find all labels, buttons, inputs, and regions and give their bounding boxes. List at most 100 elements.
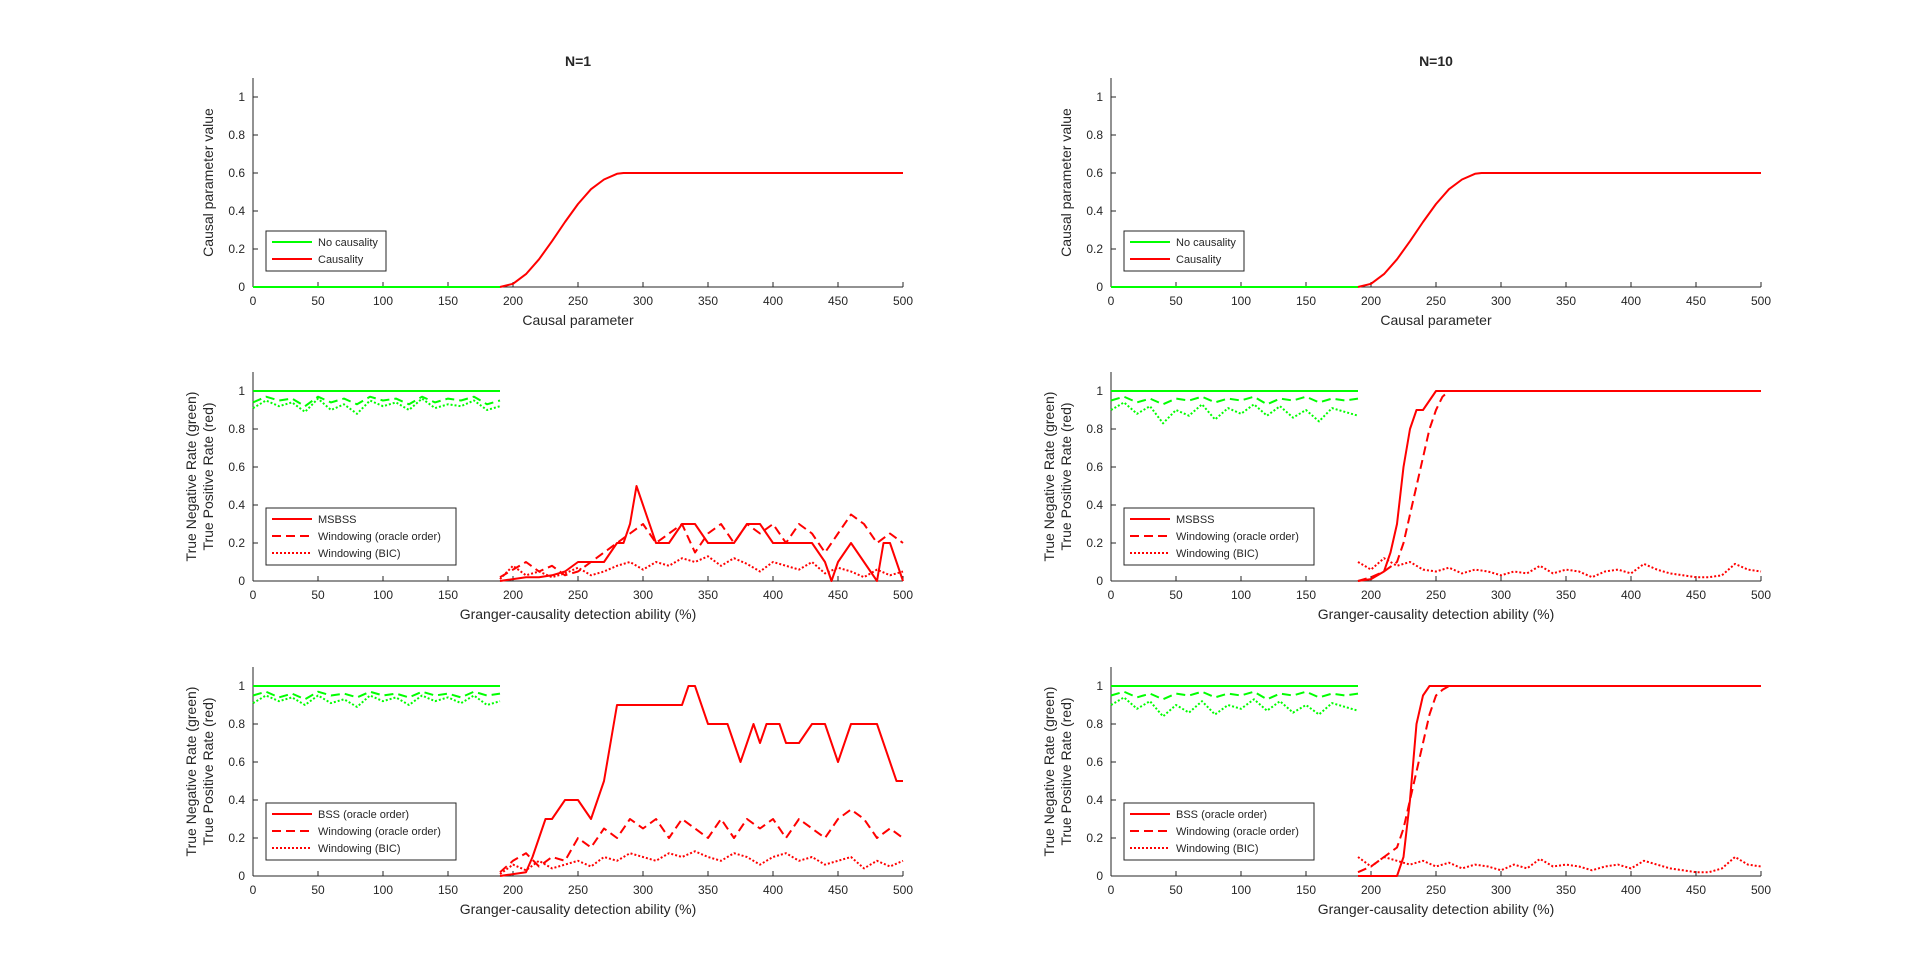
series-line <box>252 694 501 708</box>
x-tick-label: 200 <box>1361 883 1381 897</box>
chart-p4: 0 50 100 150 200 250 300 350 400 450 500 0 0.2 0.4 0.6… <box>1041 372 1771 622</box>
x-tick-label: 450 <box>1686 588 1706 602</box>
series-line <box>499 555 904 580</box>
series-line <box>499 513 904 579</box>
x-tick-label: 400 <box>763 883 783 897</box>
x-tick-label: 500 <box>1751 294 1771 308</box>
x-tick-label: 500 <box>893 588 913 602</box>
series-line <box>1357 856 1762 874</box>
x-tick-label: 100 <box>373 294 393 308</box>
series-line <box>499 808 904 873</box>
y-tick-label: 1 <box>238 384 245 398</box>
series-line <box>252 690 501 701</box>
x-tick-label: 450 <box>828 294 848 308</box>
series-line <box>1357 390 1450 582</box>
x-axis-label: Causal parameter <box>1380 312 1492 328</box>
y-tick-label: 0.8 <box>228 422 245 436</box>
x-tick-label: 500 <box>1751 588 1771 602</box>
x-tick-label: 100 <box>373 883 393 897</box>
legend-label: BSS (oracle order) <box>318 809 409 821</box>
x-tick-label: 250 <box>568 294 588 308</box>
x-tick-label: 250 <box>1426 883 1446 897</box>
y-tick-label: 1 <box>1096 90 1103 104</box>
chart-p5: 0 50 100 150 200 250 300 350 400 450 500 0 0.2 0.4 0.6… <box>183 667 913 917</box>
y-tick-label: 0 <box>1096 869 1103 883</box>
series-line <box>499 685 903 877</box>
series-line <box>1357 390 1761 582</box>
x-tick-label: 50 <box>311 294 325 308</box>
x-tick-label: 150 <box>1296 588 1316 602</box>
series-line <box>1110 395 1359 406</box>
legend-label: Windowing (BIC) <box>1176 843 1259 855</box>
x-tick-label: 150 <box>438 588 458 602</box>
y-tick-label: 0 <box>1096 280 1103 294</box>
x-axis-label: Granger-causality detection ability (%) <box>460 606 697 622</box>
x-tick-label: 450 <box>1686 294 1706 308</box>
legend-label: Windowing (BIC) <box>318 548 401 560</box>
y-axis-label: True Positive Rate (red) <box>1058 697 1074 845</box>
x-tick-label: 350 <box>1556 588 1576 602</box>
y-tick-label: 0.4 <box>1086 793 1103 807</box>
chart-p3: 0 50 100 150 200 250 300 350 400 450 500 0 0.2 0.4 0.6… <box>183 372 913 622</box>
y-tick-label: 0.6 <box>1086 755 1103 769</box>
series-line <box>1357 557 1762 579</box>
y-axis-label: Causal parameter value <box>1058 108 1074 257</box>
y-axis-label: True Positive Rate (red) <box>1058 402 1074 550</box>
legend-label: No causality <box>318 237 378 249</box>
legend-label: MSBSS <box>318 514 357 526</box>
x-axis-label: Granger-causality detection ability (%) <box>460 901 697 917</box>
y-tick-label: 0.8 <box>1086 717 1103 731</box>
y-tick-label: 0.6 <box>1086 460 1103 474</box>
x-tick-label: 350 <box>1556 883 1576 897</box>
y-axis-label: Causal parameter value <box>200 108 216 257</box>
x-tick-label: 250 <box>1426 588 1446 602</box>
y-tick-label: 0.6 <box>1086 166 1103 180</box>
legend-label: Windowing (BIC) <box>1176 548 1259 560</box>
y-axis-label: True Negative Rate (green) <box>183 687 199 857</box>
x-tick-label: 150 <box>1296 883 1316 897</box>
y-tick-label: 0 <box>238 574 245 588</box>
x-tick-label: 450 <box>1686 883 1706 897</box>
y-axis-label: True Negative Rate (green) <box>1041 392 1057 562</box>
x-tick-label: 100 <box>373 588 393 602</box>
x-tick-label: 100 <box>1231 883 1251 897</box>
y-tick-label: 0.6 <box>228 460 245 474</box>
y-tick-label: 0.2 <box>228 831 245 845</box>
y-tick-label: 0.2 <box>1086 536 1103 550</box>
x-tick-label: 100 <box>1231 294 1251 308</box>
y-tick-label: 0.2 <box>228 242 245 256</box>
y-axis-label: True Positive Rate (red) <box>200 697 216 845</box>
x-tick-label: 350 <box>698 294 718 308</box>
legend-box <box>265 802 457 861</box>
x-tick-label: 0 <box>1108 294 1115 308</box>
x-tick-label: 500 <box>893 883 913 897</box>
x-tick-label: 250 <box>568 883 588 897</box>
legend-box <box>1123 507 1315 566</box>
y-tick-label: 1 <box>238 679 245 693</box>
y-tick-label: 0.4 <box>228 498 245 512</box>
y-tick-label: 1 <box>1096 679 1103 693</box>
x-tick-label: 0 <box>1108 588 1115 602</box>
y-tick-label: 1 <box>1096 384 1103 398</box>
y-tick-label: 0.4 <box>1086 204 1103 218</box>
chart-p6: 0 50 100 150 200 250 300 350 400 450 500 0 0.2 0.4 0.6… <box>1041 667 1771 917</box>
series-line <box>1357 172 1761 288</box>
x-tick-label: 0 <box>1108 883 1115 897</box>
x-tick-label: 0 <box>250 588 257 602</box>
x-tick-label: 200 <box>503 883 523 897</box>
x-tick-label: 450 <box>828 588 848 602</box>
legend-label: Windowing (oracle order) <box>318 531 441 543</box>
x-tick-label: 100 <box>1231 588 1251 602</box>
x-tick-label: 200 <box>1361 294 1381 308</box>
series-line <box>252 397 501 415</box>
legend-box <box>265 230 387 272</box>
series-line <box>1357 685 1450 874</box>
y-axis-label: True Positive Rate (red) <box>200 402 216 550</box>
y-tick-label: 0.2 <box>1086 831 1103 845</box>
legend-box <box>265 507 457 566</box>
x-tick-label: 50 <box>1169 588 1183 602</box>
chart-title: N=10 <box>1419 53 1453 69</box>
legend-label: Windowing (oracle order) <box>318 826 441 838</box>
y-tick-label: 0.2 <box>1086 242 1103 256</box>
